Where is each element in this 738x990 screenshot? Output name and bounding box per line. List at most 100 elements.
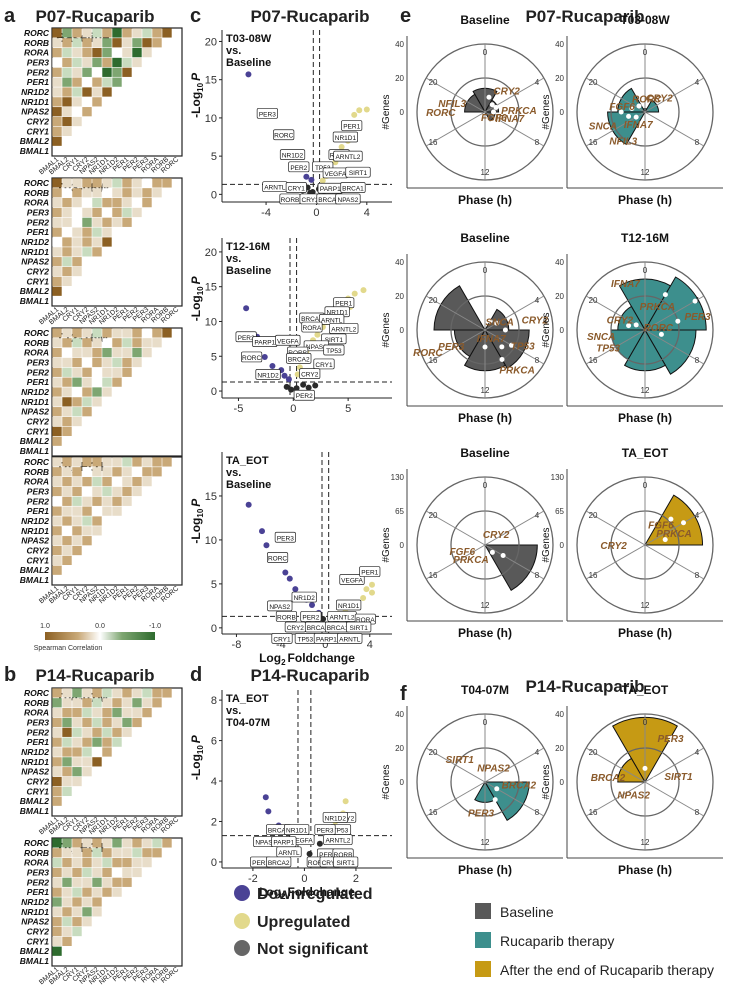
- heatmap-cell: [92, 227, 102, 237]
- polar-xlabel: Phase (h): [458, 193, 512, 207]
- heatmap-cell: [92, 707, 102, 718]
- heatmap-cell: [92, 747, 102, 757]
- gene-phase-label: PER3: [657, 734, 684, 745]
- gene-label-box: BRCA2: [304, 621, 331, 633]
- gene-label-box: PER2: [300, 611, 322, 622]
- y-tick-label: 10: [205, 535, 217, 547]
- heatmap-cell: [52, 286, 62, 296]
- y-tick-label: 0: [211, 386, 217, 398]
- heatmap-cell: [62, 377, 72, 387]
- heatmap-cell: [92, 467, 102, 477]
- heatmap-cell: [102, 877, 112, 887]
- point-down: [245, 71, 252, 78]
- heatmap-cell: [82, 867, 92, 878]
- heatmap-cell: [52, 877, 62, 887]
- gene-phase-point: [642, 765, 648, 771]
- gene-label-text: TP53: [298, 636, 314, 643]
- hour-label: 16: [429, 571, 438, 580]
- heatmap-cell: [82, 857, 92, 868]
- point-down: [263, 542, 270, 549]
- y-tick-label: 5: [211, 151, 217, 163]
- gene-label-box: SIRT1: [346, 621, 372, 633]
- heatmap-cell: [152, 328, 162, 338]
- heatmap-cell: [52, 897, 62, 907]
- heatmap-cell: [112, 848, 122, 858]
- point-down: [262, 794, 269, 801]
- panel-letter-e: e: [400, 5, 411, 27]
- gene-label-box: ARNTL: [262, 181, 288, 193]
- heatmap-cell: [162, 28, 172, 38]
- heatmap-cell: [82, 757, 92, 767]
- heatmap-cell: [92, 848, 102, 858]
- volcano-P14-TA_EOT: 02468-202CRY2NR1D2TP53BRCA1NR1D1PER3VEGF…: [189, 690, 392, 901]
- heatmap-cell: [132, 698, 142, 708]
- heatmap-ylabel: CRY2: [26, 417, 49, 427]
- r-tick-label: 0: [560, 108, 565, 117]
- heatmap-ylabel: PER1: [27, 737, 49, 747]
- gene-phase-label: CRY2: [600, 541, 627, 552]
- heatmap-ylabel: NPAS2: [21, 917, 49, 927]
- heatmap-cell: [82, 506, 92, 516]
- gene-label-text: PARP1: [320, 186, 341, 193]
- heatmap-cell: [92, 397, 102, 407]
- heatmap-cell: [92, 506, 102, 516]
- gene-label-text: PER3: [259, 111, 276, 118]
- hour-label: 12: [481, 386, 490, 395]
- x-tick-label: -4: [276, 639, 286, 651]
- heatmap-cell: [62, 347, 72, 358]
- heatmap-cell: [62, 357, 72, 368]
- heatmap-cell: [52, 77, 62, 87]
- volcano-plots: 05101520-404PER3RORCNR1D2PER2PER1NR1D1RO…: [189, 30, 392, 901]
- heatmap-cell: [72, 367, 82, 377]
- heatmap-ylabel: CRY1: [26, 936, 49, 946]
- polar-spoke: [484, 329, 545, 365]
- gene-phase-label: FGF6: [481, 113, 507, 124]
- gene-label-box: PER3: [256, 107, 278, 119]
- point-up: [351, 111, 358, 118]
- heatmap-cell: [62, 848, 72, 858]
- heatmap-cell: [132, 717, 142, 728]
- heatmap-cell: [82, 707, 92, 718]
- heatmap-cell: [72, 38, 82, 48]
- gene-label-box: TP53: [323, 344, 345, 356]
- heatmap-cell: [112, 47, 122, 58]
- gene-label-text: ARNTL: [321, 317, 343, 324]
- polar-spoke: [644, 544, 705, 580]
- gene-label-text: CRY2: [287, 625, 305, 632]
- heatmap-cell: [102, 476, 112, 487]
- gene-label-box: VEGFA: [339, 574, 365, 585]
- gene-label-text: CRY2: [302, 197, 320, 204]
- heatmap-cell: [152, 698, 162, 708]
- heatmap-cell: [62, 188, 72, 198]
- heatmap-cell: [82, 387, 92, 397]
- heatmap-cell: [152, 28, 162, 38]
- panel-e-title: P07-Rucaparib: [525, 7, 644, 26]
- heatmap-ylabel: CRY2: [26, 927, 49, 937]
- heatmap-cell: [62, 877, 72, 887]
- panel-letter-d: d: [190, 664, 202, 686]
- heatmap-cell: [132, 857, 142, 868]
- gene-label-box: PER2: [288, 161, 310, 173]
- heatmap-cell: [122, 47, 132, 58]
- heatmap-cell: [62, 467, 72, 477]
- hour-label: 0: [483, 718, 488, 727]
- point-up: [360, 287, 367, 294]
- heatmap-cell: [122, 347, 132, 358]
- heatmap-cell: [52, 136, 62, 146]
- hour-label: 8: [535, 138, 540, 147]
- heatmap-cell: [62, 397, 72, 407]
- heatmap-cell: [102, 347, 112, 358]
- heatmap-ylabel: RORB: [24, 467, 49, 477]
- heatmap-ylabel: PER3: [27, 717, 49, 727]
- gene-phase-point: [482, 344, 488, 350]
- polar-title: T12-16M: [621, 231, 669, 245]
- y-tick-label: 15: [205, 75, 217, 87]
- heatmap-cell: [62, 526, 72, 536]
- heatmap-cell: [52, 247, 62, 257]
- polar-spoke: [644, 510, 705, 546]
- heatmap-ylabel: CRY2: [26, 546, 49, 556]
- heatmap-cell: [92, 377, 102, 387]
- heatmap-cell: [82, 227, 92, 237]
